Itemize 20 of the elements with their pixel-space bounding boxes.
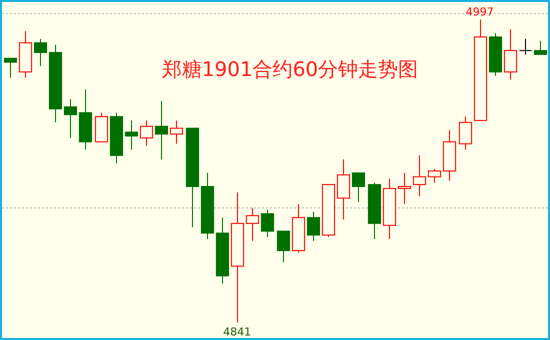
candlestick — [170, 120, 184, 144]
candlestick — [230, 192, 244, 323]
candlestick — [200, 172, 214, 240]
candlestick — [216, 217, 230, 284]
candlestick — [504, 28, 518, 80]
candlestick — [412, 154, 426, 197]
candlestick — [246, 207, 260, 242]
annotation: 4841 — [223, 325, 252, 338]
candlestick — [154, 100, 168, 160]
candlestick — [382, 178, 396, 240]
candlestick — [124, 120, 138, 150]
candlestick — [48, 44, 62, 123]
candlestick — [398, 172, 412, 204]
text: 郑糖1901合约60分钟走势图 — [162, 57, 418, 81]
candlestick — [442, 130, 456, 182]
candlestick — [64, 98, 78, 138]
annotation: 4997 — [466, 5, 494, 18]
candlestick — [140, 120, 154, 146]
candlestick — [336, 158, 350, 220]
candlestick — [78, 88, 92, 150]
